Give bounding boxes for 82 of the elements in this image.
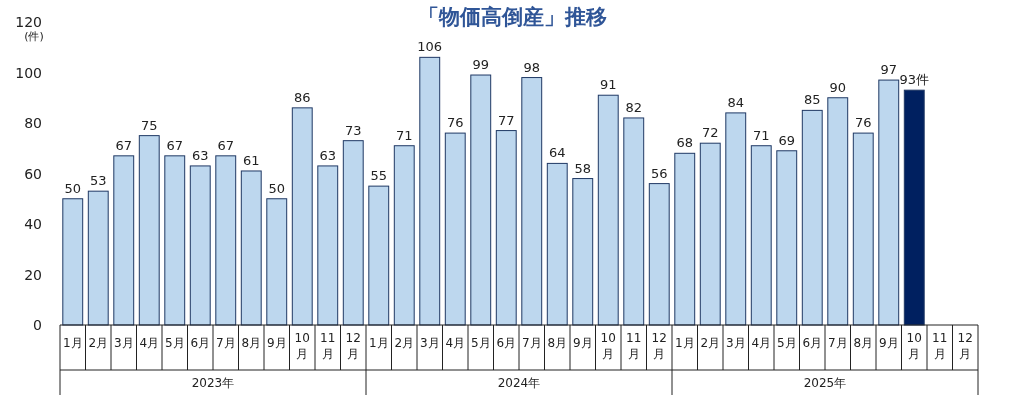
xtick: 3月 bbox=[113, 336, 134, 350]
xtick: 2月 bbox=[394, 336, 415, 350]
value-label: 50 bbox=[268, 180, 285, 196]
xtick: 9月 bbox=[878, 336, 899, 350]
value-label: 91 bbox=[600, 77, 617, 93]
ytick: 100 bbox=[15, 64, 42, 81]
value-label: 67 bbox=[217, 137, 234, 153]
xtick: 4月 bbox=[445, 336, 466, 350]
value-label: 76 bbox=[855, 115, 872, 131]
xtick: 1月 bbox=[368, 336, 389, 350]
xtick: 1月 bbox=[674, 336, 695, 350]
title: 「物価高倒産」推移 bbox=[417, 5, 607, 29]
value-label: 75 bbox=[141, 117, 158, 133]
xtick: 11月 bbox=[626, 331, 642, 361]
value-label: 71 bbox=[753, 127, 770, 143]
xtick: 11月 bbox=[932, 331, 948, 361]
xtick: 2月 bbox=[88, 336, 109, 350]
xtick: 10月 bbox=[906, 331, 922, 361]
value-label: 77 bbox=[498, 112, 515, 128]
value-label: 53 bbox=[90, 173, 107, 189]
annotation: 2023年 bbox=[191, 376, 235, 390]
value-label: 55 bbox=[370, 168, 387, 184]
xtick: 3月 bbox=[725, 336, 746, 350]
ytick: 0 bbox=[33, 317, 42, 333]
value-label: 67 bbox=[115, 137, 132, 153]
value-label: 69 bbox=[778, 132, 795, 148]
value-label: 58 bbox=[574, 160, 591, 176]
value-label: 97 bbox=[880, 62, 897, 78]
xtick: 12月 bbox=[957, 331, 973, 361]
xtick: 12月 bbox=[651, 331, 667, 361]
xtick: 5月 bbox=[776, 336, 797, 350]
xtick: 7月 bbox=[827, 336, 848, 350]
value-label: 90 bbox=[829, 79, 846, 95]
xtick: 6月 bbox=[802, 336, 823, 350]
value-label: 61 bbox=[243, 153, 260, 168]
value-label: 56 bbox=[651, 165, 668, 181]
xtick: 7月 bbox=[521, 336, 542, 350]
ytick: 60 bbox=[24, 165, 42, 182]
xtick: 8月 bbox=[547, 336, 568, 350]
value-label: 73 bbox=[345, 122, 362, 138]
value-label: 72 bbox=[702, 125, 719, 141]
value-label: 50 bbox=[64, 180, 81, 196]
value-label: 67 bbox=[166, 137, 183, 153]
xtick: 1月 bbox=[62, 336, 83, 350]
value-label: 68 bbox=[676, 135, 693, 151]
value-label: 64 bbox=[549, 145, 566, 161]
xtick: 11月 bbox=[320, 331, 336, 361]
annotation: 2025年 bbox=[803, 376, 847, 390]
value-label: 99 bbox=[472, 57, 489, 73]
annotation: 2024年 bbox=[497, 376, 541, 390]
xtick: 9月 bbox=[266, 336, 287, 350]
ytick: 120 bbox=[15, 14, 42, 30]
xtick: 6月 bbox=[496, 336, 517, 350]
value-label: 84 bbox=[727, 94, 744, 110]
xtick: 6月 bbox=[190, 336, 211, 350]
ytick: 20 bbox=[24, 266, 42, 283]
value-label: 63 bbox=[319, 147, 336, 163]
xtick: 3月 bbox=[419, 336, 440, 350]
xtick: 5月 bbox=[164, 336, 185, 350]
xtick: 5月 bbox=[470, 336, 491, 350]
ylabel: (件) bbox=[24, 30, 44, 43]
xtick: 4月 bbox=[751, 336, 772, 350]
xtick: 9月 bbox=[572, 336, 593, 350]
value-label: 93件 bbox=[899, 72, 929, 88]
ytick: 40 bbox=[24, 216, 42, 232]
xtick: 12月 bbox=[345, 331, 361, 361]
value-label: 98 bbox=[523, 59, 540, 75]
value-label: 106 bbox=[417, 39, 443, 55]
xtick: 10月 bbox=[294, 331, 310, 361]
value-label: 82 bbox=[625, 99, 642, 115]
value-label: 76 bbox=[447, 115, 464, 131]
xtick: 8月 bbox=[241, 336, 262, 350]
value-label: 63 bbox=[192, 147, 209, 163]
xtick: 7月 bbox=[215, 336, 236, 350]
xtick: 8月 bbox=[853, 336, 874, 350]
xtick: 4月 bbox=[139, 336, 160, 350]
value-label: 86 bbox=[294, 89, 311, 105]
xtick: 10月 bbox=[600, 331, 616, 361]
xtick: 2月 bbox=[700, 336, 721, 350]
value-label: 85 bbox=[804, 92, 821, 108]
ytick: 80 bbox=[24, 115, 42, 131]
value-label: 71 bbox=[396, 127, 413, 143]
